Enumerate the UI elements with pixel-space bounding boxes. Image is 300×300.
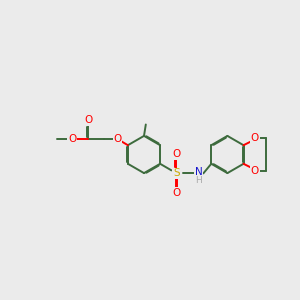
Text: N: N (195, 167, 203, 177)
Text: O: O (251, 133, 259, 143)
Text: O: O (172, 149, 180, 159)
Text: O: O (68, 134, 76, 144)
Text: O: O (172, 188, 180, 198)
Text: O: O (251, 166, 259, 176)
Text: O: O (114, 134, 122, 144)
Text: O: O (84, 115, 92, 125)
Text: H: H (195, 176, 202, 184)
Text: S: S (173, 168, 180, 178)
